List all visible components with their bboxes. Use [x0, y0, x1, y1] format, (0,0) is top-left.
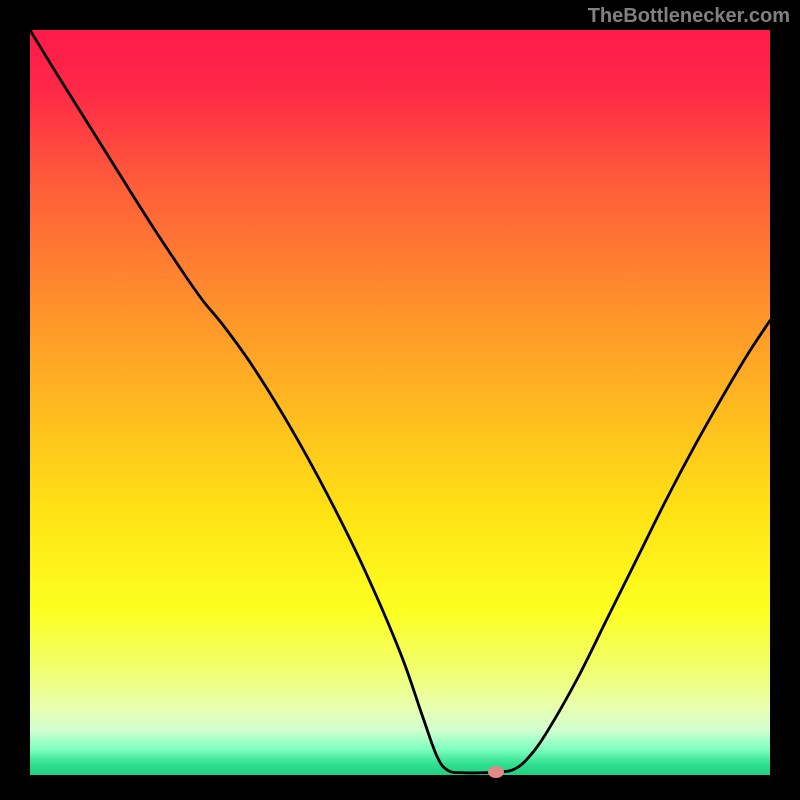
bottleneck-chart [30, 30, 770, 775]
optimal-marker [488, 766, 504, 778]
watermark-text: TheBottlenecker.com [588, 5, 790, 28]
curve-path [30, 30, 770, 773]
bottleneck-curve [30, 30, 770, 775]
plot-area [30, 30, 770, 775]
gradient-background [30, 30, 770, 775]
